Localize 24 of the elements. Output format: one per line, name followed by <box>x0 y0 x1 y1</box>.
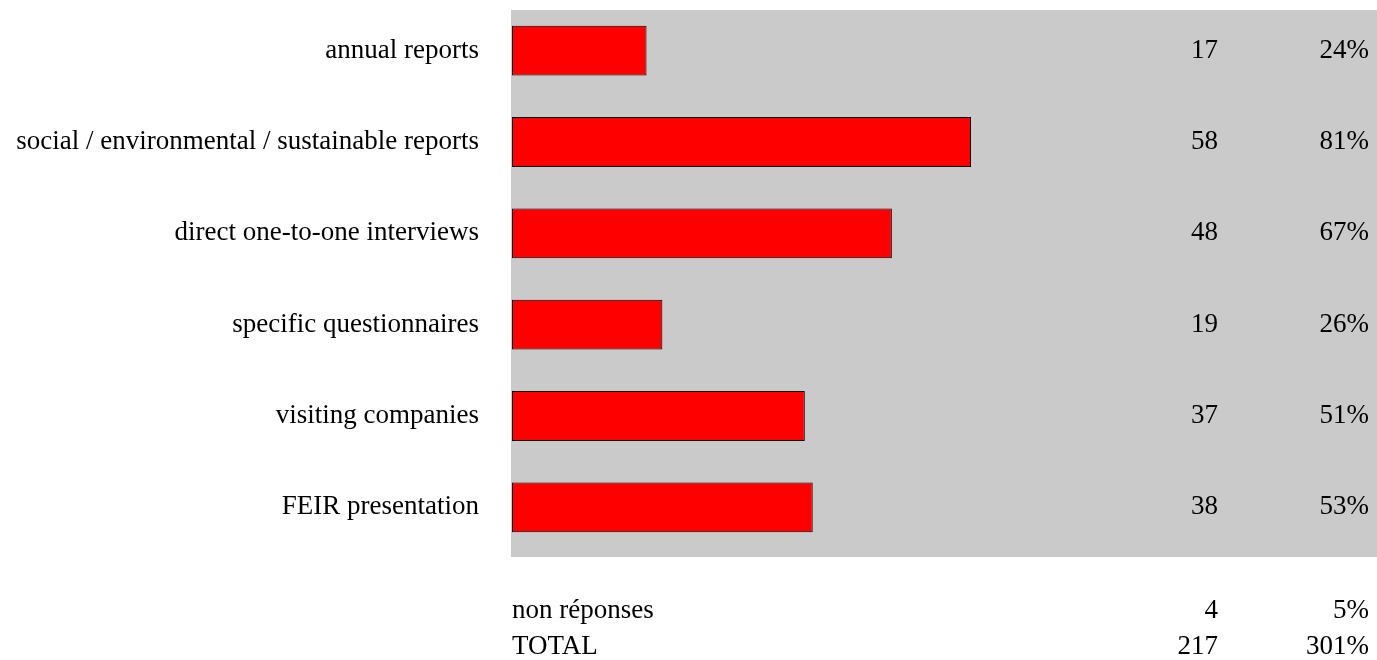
text: 53% <box>1319 490 1369 521</box>
y-tick-label: social / environmental / sustainable reports <box>16 125 479 156</box>
data-label: 38 <box>1191 490 1218 521</box>
text: TOTAL <box>512 630 598 660</box>
data-label: 37 <box>1191 399 1218 430</box>
text: non réponses <box>512 594 654 625</box>
data-label: 19 <box>1191 307 1218 338</box>
y-tick-label: specific questionnaires <box>232 307 479 338</box>
y-tick-label: FEIR presentation <box>281 490 480 521</box>
text: 301% <box>1306 630 1369 660</box>
text: 24% <box>1319 33 1369 64</box>
y-tick-label: annual reports <box>325 33 479 64</box>
data-label: 17 <box>1191 33 1218 64</box>
y-tick-label: visiting companies <box>275 399 479 430</box>
text: 81% <box>1319 125 1369 156</box>
text: 51% <box>1319 399 1369 430</box>
text: 26% <box>1319 307 1369 338</box>
text: 217 <box>1177 630 1218 660</box>
data-label: 58 <box>1191 125 1218 156</box>
data-label: 48 <box>1191 216 1218 247</box>
y-tick-label: direct one-to-one interviews <box>174 216 479 247</box>
text: 4 <box>1204 594 1219 625</box>
text: 67% <box>1319 216 1369 247</box>
text: 5% <box>1333 594 1369 625</box>
